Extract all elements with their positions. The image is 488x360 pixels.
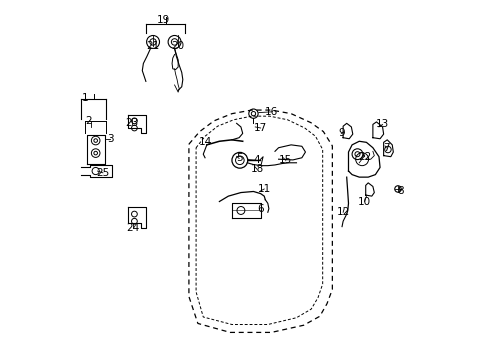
Text: 25: 25 (96, 168, 109, 178)
Text: 21: 21 (146, 41, 160, 50)
Text: 10: 10 (357, 197, 370, 207)
Text: 18: 18 (250, 164, 263, 174)
Text: 12: 12 (336, 207, 349, 217)
Text: 6: 6 (257, 204, 264, 214)
Text: 14: 14 (198, 138, 211, 147)
Text: 4: 4 (253, 155, 260, 165)
Text: 8: 8 (396, 186, 403, 196)
Text: 7: 7 (382, 143, 388, 153)
Text: 13: 13 (375, 120, 388, 129)
Text: 19: 19 (157, 15, 170, 26)
Text: 24: 24 (126, 224, 140, 233)
Text: 23: 23 (124, 118, 138, 128)
Text: 5: 5 (235, 153, 242, 163)
Text: 15: 15 (279, 155, 292, 165)
Text: 11: 11 (257, 184, 270, 194)
Text: 20: 20 (171, 41, 184, 50)
Text: 1: 1 (81, 93, 88, 103)
Text: 2: 2 (85, 116, 92, 126)
Text: 17: 17 (253, 123, 267, 133)
Text: 16: 16 (264, 107, 278, 117)
Text: 22: 22 (357, 152, 370, 162)
Text: 3: 3 (106, 134, 113, 144)
Text: 9: 9 (337, 129, 344, 138)
